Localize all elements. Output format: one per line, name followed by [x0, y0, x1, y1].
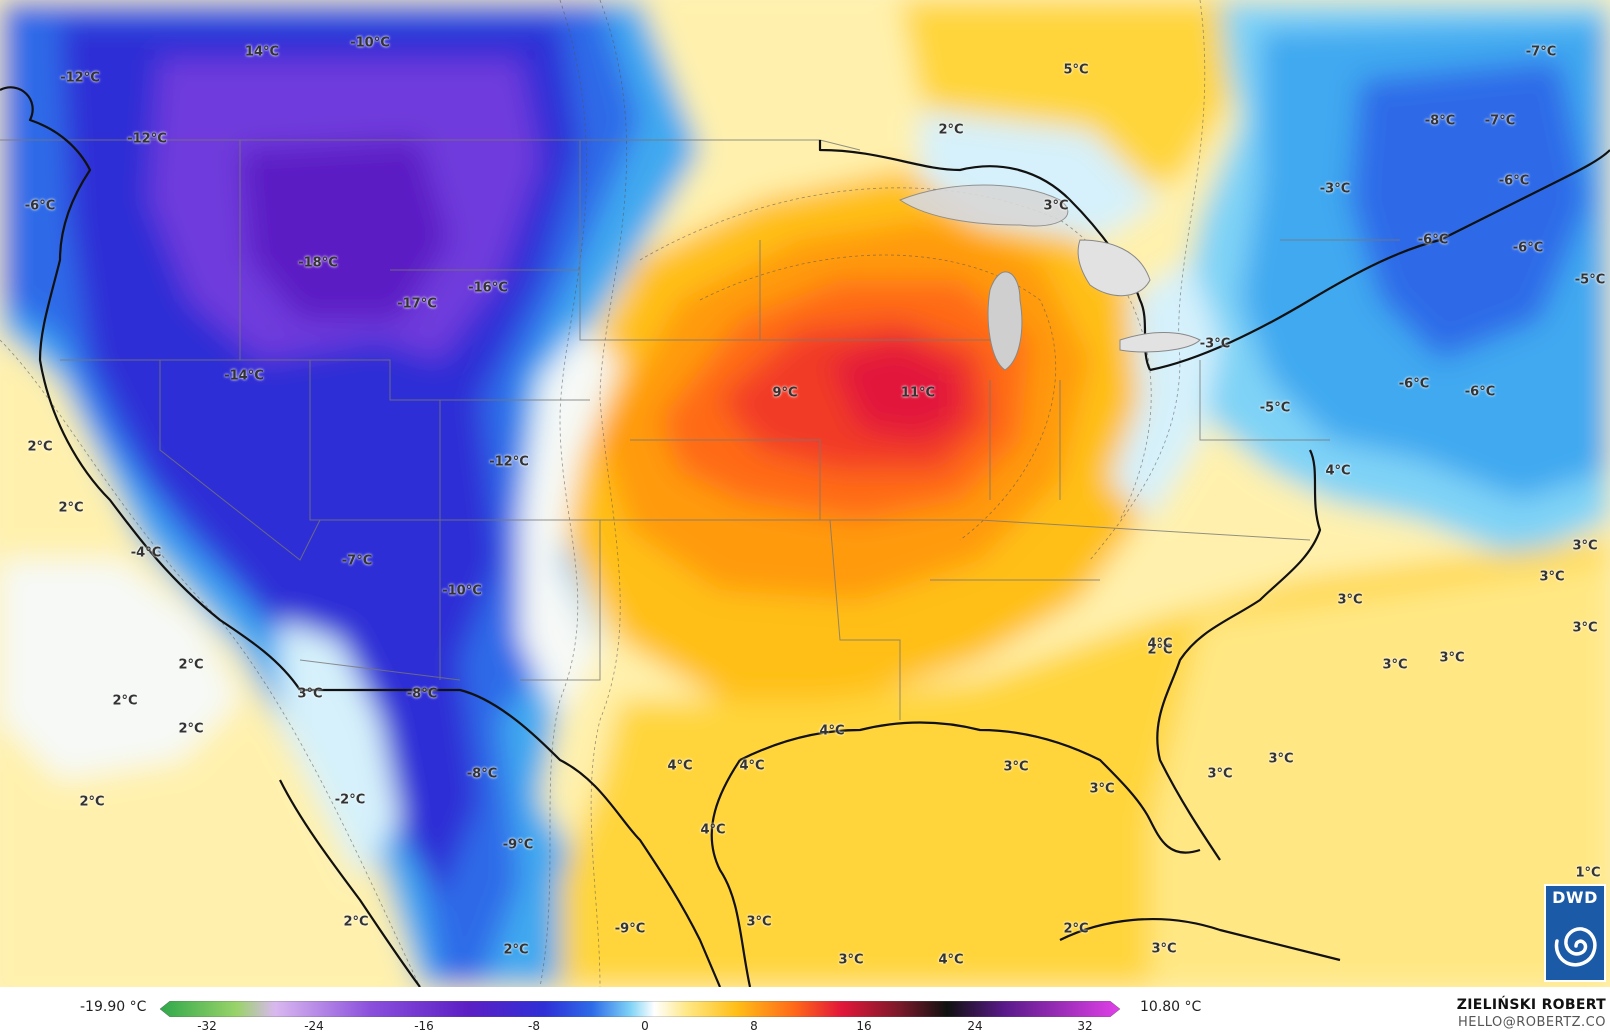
dwd-logo-text: DWD: [1552, 888, 1598, 907]
scale-min-label: -19.90 °C: [80, 999, 147, 1015]
scale-tick: 8: [750, 1019, 758, 1033]
temperature-label: 2°C: [27, 439, 53, 455]
temperature-label: 2°C: [343, 914, 369, 930]
temperature-label: -6°C: [1398, 376, 1430, 392]
temperature-label: -7°C: [1484, 113, 1516, 129]
scale-tick: -24: [304, 1019, 324, 1033]
scale-tick: 24: [967, 1019, 983, 1033]
temperature-label: 3°C: [1268, 751, 1294, 767]
temperature-label: -6°C: [24, 198, 56, 214]
temperature-label: 2°C: [79, 794, 105, 810]
coastlines: [0, 86, 1610, 987]
temperature-label: 3°C: [1572, 538, 1598, 554]
dwd-logo: DWD: [1544, 884, 1606, 982]
temperature-label: 4°C: [739, 758, 765, 774]
temperature-label: -8°C: [1424, 113, 1456, 129]
temperature-label: 4°C: [1325, 463, 1351, 479]
temperature-label: -5°C: [1574, 272, 1606, 288]
temperature-label: 4°C: [819, 723, 845, 739]
legend-bar: -19.90 °C: [0, 987, 1610, 1035]
temperature-label: -6°C: [1417, 232, 1449, 248]
temperature-label: 3°C: [1003, 759, 1029, 775]
temperature-label: -10°C: [350, 35, 390, 51]
scale-max-label: 10.80 °C: [1140, 999, 1202, 1015]
temperature-label: -9°C: [502, 837, 534, 853]
temperature-label: -6°C: [1498, 173, 1530, 189]
temperature-label: -5°C: [1259, 400, 1291, 416]
temperature-label: -3°C: [1319, 181, 1351, 197]
temperature-label: 4°C: [700, 822, 726, 838]
temperature-label: 3°C: [1089, 781, 1115, 797]
temperature-label: 11°C: [900, 385, 936, 401]
temperature-label: 4°C: [667, 758, 693, 774]
temperature-label: -2°C: [334, 792, 366, 808]
temperature-label: 14°C: [244, 44, 280, 60]
temperature-field: [0, 0, 1610, 987]
temperature-label: -10°C: [442, 583, 482, 599]
temperature-label: 3°C: [1207, 766, 1233, 782]
temperature-label: 3°C: [838, 952, 864, 968]
author-name: ZIELIŃSKI ROBERT: [1456, 997, 1606, 1013]
temperature-label: 4°C: [1147, 636, 1173, 652]
temperature-label: -6°C: [1512, 240, 1544, 256]
temperature-label: -7°C: [341, 553, 373, 569]
scale-tick: -32: [197, 1019, 217, 1033]
temperature-label: 2°C: [938, 122, 964, 138]
temperature-label: -9°C: [614, 921, 646, 937]
temperature-label: 3°C: [1043, 198, 1069, 214]
temperature-label: 5°C: [1063, 62, 1089, 78]
dwd-swirl-icon: [1554, 927, 1597, 967]
temperature-label: -14°C: [224, 368, 264, 384]
temperature-label: -12°C: [60, 70, 100, 86]
temperature-label: 3°C: [1572, 620, 1598, 636]
temperature-label: -16°C: [468, 280, 508, 296]
temperature-label: 3°C: [746, 914, 772, 930]
temperature-label: -18°C: [298, 255, 338, 271]
temperature-label: 9°C: [772, 385, 798, 401]
temperature-label: 2°C: [503, 942, 529, 958]
temperature-label: 3°C: [1337, 592, 1363, 608]
temperature-label: 3°C: [1382, 657, 1408, 673]
temperature-label: 3°C: [1151, 941, 1177, 957]
scale-tick: -16: [414, 1019, 434, 1033]
temperature-label: 2°C: [1147, 642, 1173, 658]
great-lakes: [898, 184, 1201, 371]
temperature-label: 1°C: [1575, 865, 1601, 881]
temperature-label: 4°C: [938, 952, 964, 968]
scale-tick: -8: [528, 1019, 540, 1033]
temperature-label: -17°C: [397, 296, 437, 312]
temperature-label: 3°C: [297, 686, 323, 702]
scale-tick: 0: [641, 1019, 649, 1033]
temperature-label: -8°C: [466, 766, 498, 782]
temperature-label: 2°C: [1063, 921, 1089, 937]
color-scale: [160, 1001, 1120, 1017]
temperature-map: 14°C -10°C -12°C -12°C -6°C -18°C -16°C …: [0, 0, 1610, 987]
temperature-label: 2°C: [178, 721, 204, 737]
temperature-shading: [0, 0, 1610, 987]
scale-tick: 16: [856, 1019, 872, 1033]
temperature-label: -3°C: [1199, 336, 1231, 352]
temperature-label: -12°C: [127, 131, 167, 147]
temperature-label: -12°C: [489, 454, 529, 470]
temperature-label: 2°C: [58, 500, 84, 516]
temperature-label: 3°C: [1439, 650, 1465, 666]
temperature-label: -6°C: [1464, 384, 1496, 400]
temperature-label: -8°C: [406, 686, 438, 702]
scale-tick: 32: [1077, 1019, 1093, 1033]
temperature-label: 2°C: [178, 657, 204, 673]
temperature-label: -7°C: [1525, 44, 1557, 60]
temperature-label: 2°C: [112, 693, 138, 709]
temperature-label: -4°C: [130, 545, 162, 561]
author-email[interactable]: HELLO@ROBERTZ.CO: [1457, 1015, 1606, 1030]
temperature-label: 3°C: [1539, 569, 1565, 585]
